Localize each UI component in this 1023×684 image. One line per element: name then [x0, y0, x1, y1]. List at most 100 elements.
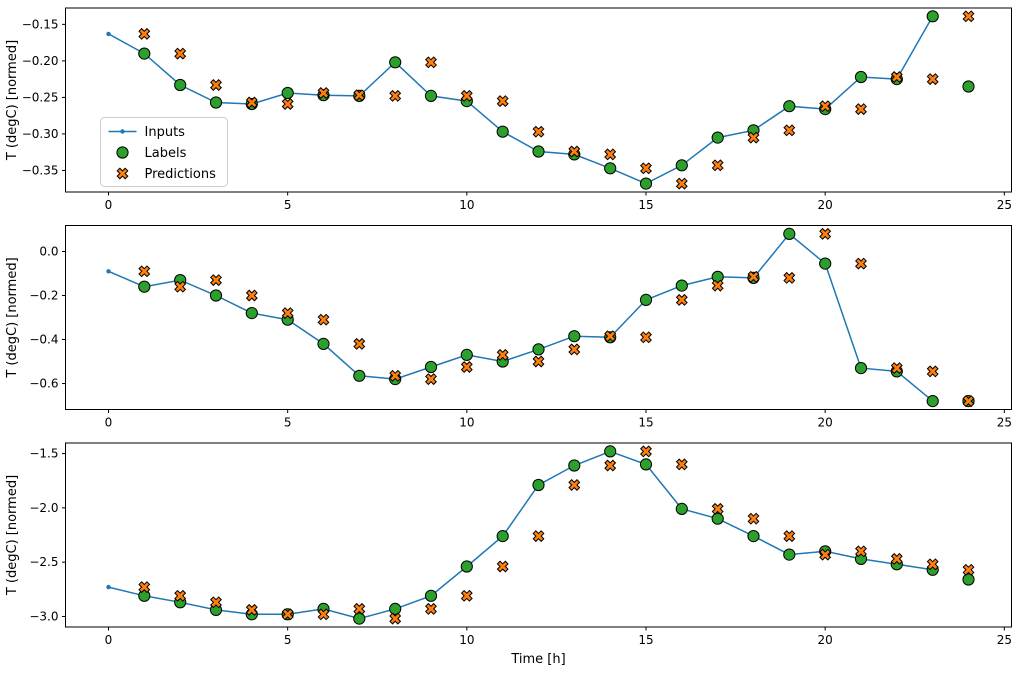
x-tick-label: 10: [459, 416, 474, 430]
predictions-marker: [210, 79, 222, 91]
labels-marker: [138, 589, 151, 602]
predictions-marker: [532, 530, 545, 543]
labels-marker: [460, 348, 473, 361]
predictions-marker: [747, 512, 760, 525]
predictions-marker: [855, 545, 867, 558]
predictions-marker: [855, 257, 867, 270]
predictions-marker: [926, 558, 939, 571]
labels-marker: [962, 573, 975, 586]
predictions-marker: [532, 355, 545, 368]
subplot-2: 0 5 10 15 20 25 0.0 −0.2 −0.4 −0.6 T (degC) [norme…: [5, 225, 1012, 430]
legend-labels-swatch: [116, 146, 129, 159]
labels-marker: [568, 459, 581, 472]
y-axis-label: T (degC) [normed]: [5, 475, 20, 596]
y-tick-label: −3.0: [29, 609, 58, 623]
y-tick-label: −2.0: [29, 501, 58, 515]
y-tick-label: −0.6: [29, 377, 58, 391]
predictions-marker: [496, 560, 509, 573]
labels-marker: [854, 362, 868, 375]
predictions-marker: [389, 612, 402, 625]
inputs-marker: [106, 584, 111, 590]
predictions-marker: [138, 27, 151, 40]
legend-item-labels: Labels: [116, 146, 187, 161]
predictions-marker: [281, 98, 294, 110]
predictions-marker: [138, 265, 151, 278]
predictions-marker: [317, 608, 330, 621]
legend-predictions-swatch: [116, 167, 129, 180]
predictions-marker: [389, 89, 402, 102]
legend-item-inputs: Inputs: [108, 125, 185, 140]
predictions-marker: [210, 596, 222, 609]
labels-marker: [281, 86, 294, 100]
labels-marker: [675, 502, 688, 515]
predictions-marker: [890, 552, 903, 565]
labels-marker: [604, 445, 617, 458]
labels-marker: [209, 96, 223, 109]
predictions-marker: [640, 445, 652, 458]
labels-marker: [854, 70, 868, 84]
labels-marker: [639, 177, 653, 190]
predictions-marker: [425, 56, 437, 69]
predictions-marker: [604, 459, 617, 472]
labels-marker: [926, 10, 939, 23]
labels-marker: [424, 89, 438, 103]
labels-marker: [496, 530, 509, 543]
labels-marker: [532, 343, 545, 356]
labels-marker: [245, 307, 258, 320]
predictions-marker: [962, 395, 975, 408]
predictions-marker: [747, 131, 760, 144]
predictions-marker: [353, 89, 366, 102]
labels-marker: [353, 369, 366, 382]
predictions-marker: [532, 125, 545, 138]
legend-frame: [100, 117, 228, 187]
x-tick-label: 20: [818, 416, 833, 430]
predictions-marker: [819, 227, 832, 240]
x-tick-label: 0: [105, 198, 113, 212]
labels-marker: [783, 548, 796, 561]
predictions-marker: [783, 530, 796, 543]
y-axis-label: T (degC) [normed]: [5, 40, 20, 161]
labels-marker: [639, 293, 653, 306]
predictions-marker: [819, 548, 832, 561]
predictions-marker: [245, 603, 258, 616]
predictions-marker: [568, 479, 581, 491]
labels-marker: [711, 512, 724, 525]
legend-item-predictions: Predictions: [116, 167, 216, 182]
y-tick-label: −0.35: [22, 163, 59, 177]
predictions-marker: [962, 10, 975, 23]
labels-marker: [389, 56, 402, 69]
predictions-marker: [281, 307, 294, 320]
labels-marker: [138, 47, 151, 60]
x-tick-label: 15: [638, 633, 653, 647]
labels-marker: [174, 78, 187, 92]
labels-marker: [711, 131, 724, 144]
predictions-marker: [711, 279, 724, 292]
labels-marker: [532, 145, 545, 158]
labels-marker: [209, 289, 223, 302]
x-tick-label: 25: [997, 416, 1012, 430]
predictions-marker: [281, 608, 294, 621]
predictions-marker: [783, 271, 796, 284]
labels-marker: [604, 162, 617, 175]
predictions-marker: [389, 369, 402, 382]
predictions-marker: [604, 148, 617, 161]
x-tick-label: 10: [459, 633, 474, 647]
predictions-marker: [926, 73, 939, 86]
labels-marker: [747, 530, 760, 543]
predictions-marker: [317, 87, 330, 99]
labels-marker: [317, 337, 330, 350]
predictions-marker: [245, 289, 258, 302]
labels-marker: [138, 280, 151, 293]
predictions-marker: [425, 602, 437, 615]
predictions-marker: [353, 337, 366, 350]
x-tick-label: 25: [997, 198, 1012, 212]
labels-marker: [819, 257, 832, 270]
predictions-marker: [425, 373, 437, 386]
x-tick-label: 5: [284, 633, 292, 647]
predictions-marker: [174, 47, 187, 60]
y-tick-label: −0.2: [29, 288, 58, 302]
legend-inputs-dot-swatch: [120, 129, 125, 134]
labels-marker: [460, 560, 473, 573]
